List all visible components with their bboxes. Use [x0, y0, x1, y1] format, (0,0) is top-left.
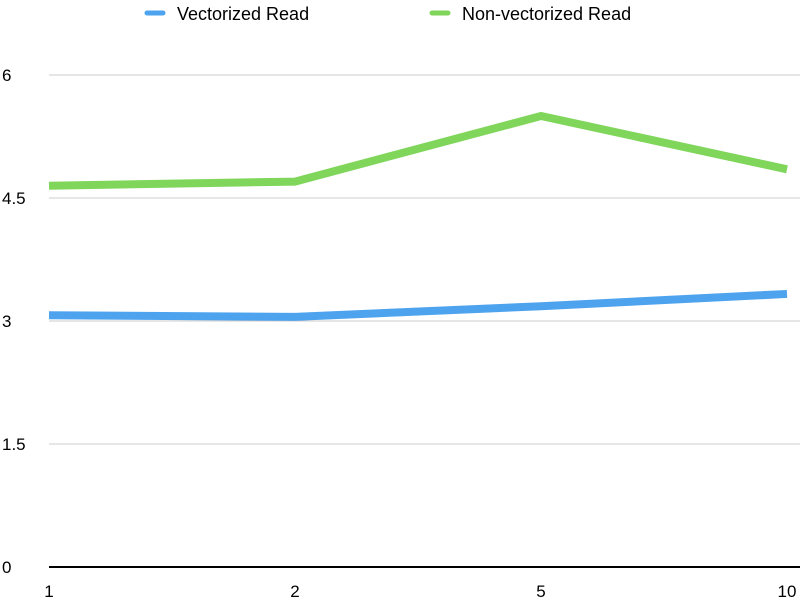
- legend: Vectorized Read Non-vectorized Read: [144, 4, 631, 24]
- x-tick-label: 2: [290, 582, 299, 600]
- x-tick-label: 10: [778, 582, 797, 600]
- x-axis-tick-labels: 1 2 5 10: [44, 582, 796, 600]
- legend-label: Non-vectorized Read: [462, 4, 631, 24]
- y-tick-label: 0: [2, 558, 11, 577]
- y-axis-tick-labels: 0 1.5 3 4.5 6: [2, 66, 26, 577]
- series-line-vectorized-read: [48, 289, 788, 321]
- x-tick-label: 5: [536, 582, 545, 600]
- series-lines: [48, 111, 788, 321]
- series-line-non-vectorized-read: [48, 111, 788, 190]
- y-tick-label: 1.5: [2, 435, 26, 454]
- y-tick-label: 3: [2, 312, 11, 331]
- y-tick-label: 6: [2, 66, 11, 85]
- legend-item: Non-vectorized Read: [429, 4, 631, 24]
- x-tick-label: 1: [44, 582, 53, 600]
- legend-label: Vectorized Read: [177, 4, 309, 24]
- legend-item: Vectorized Read: [144, 4, 309, 24]
- gridlines: [49, 74, 800, 568]
- y-tick-label: 4.5: [2, 189, 26, 208]
